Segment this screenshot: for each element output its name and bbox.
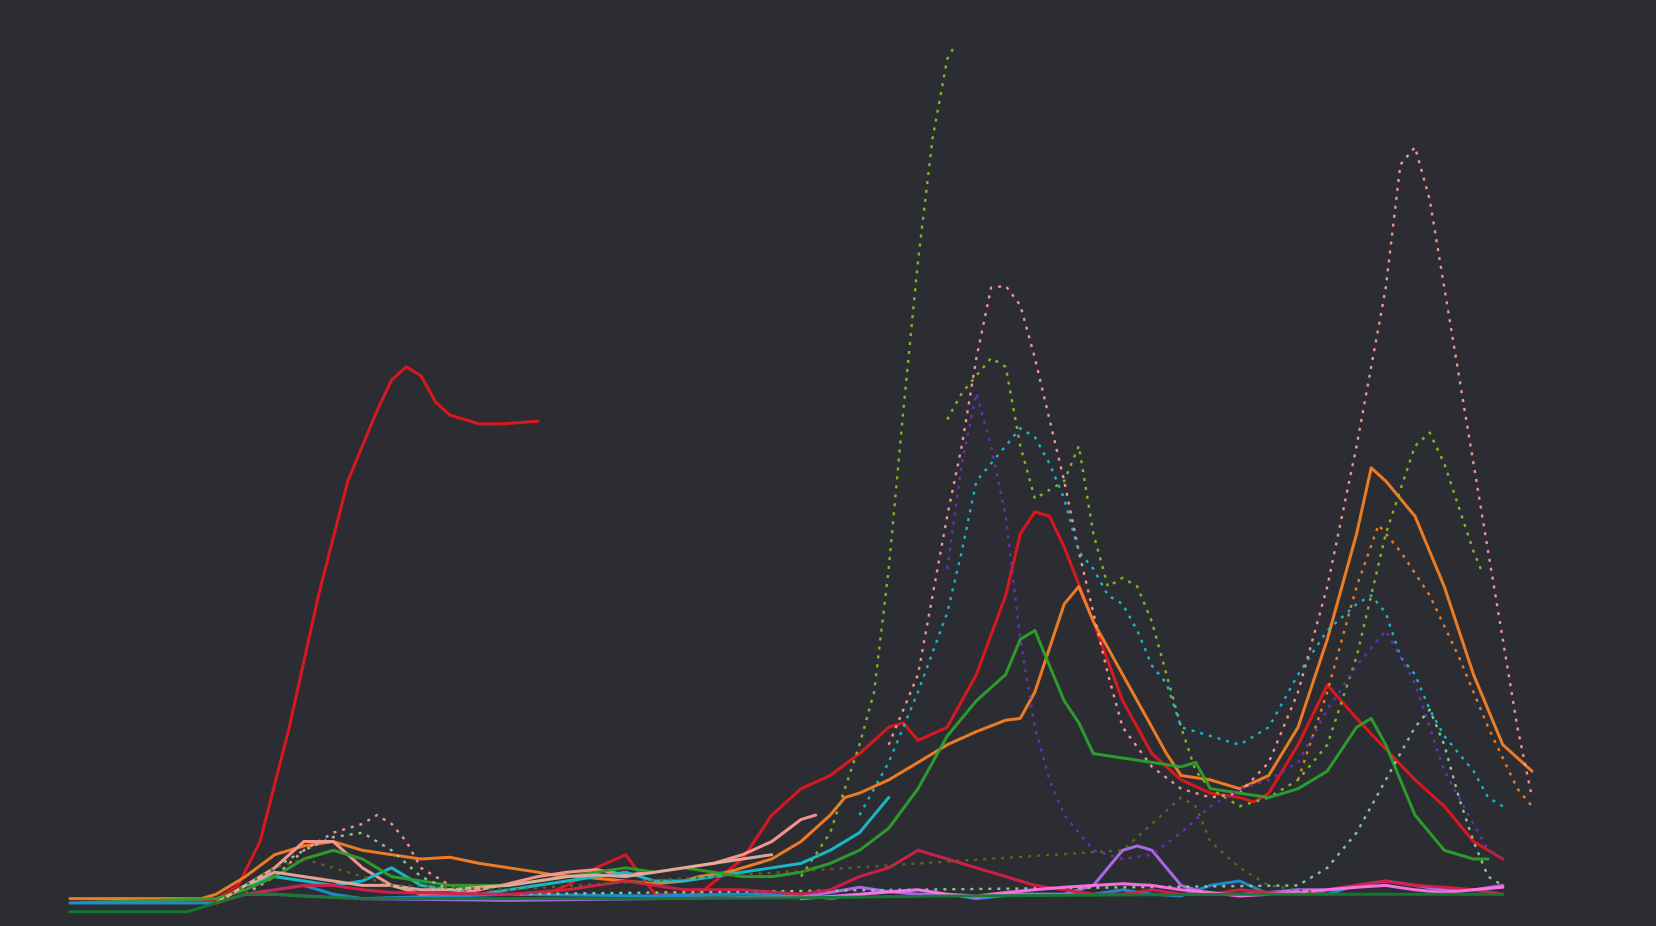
series-line-15 [214, 853, 774, 905]
series-line-0 [68, 365, 540, 905]
series-line-14 [946, 392, 1504, 861]
series-line-20 [215, 796, 1328, 905]
series-line-5 [887, 145, 1534, 799]
series-line-9 [858, 427, 1504, 816]
series-line-11 [68, 629, 1490, 905]
series-line-8 [946, 356, 1482, 808]
series-line-3 [1296, 523, 1533, 808]
series-line-19 [68, 892, 1505, 914]
series-line-6 [244, 813, 480, 896]
series-line-2 [68, 466, 1534, 901]
series-line-7 [800, 45, 956, 878]
series-line-16 [244, 708, 1504, 896]
series-line-1 [543, 510, 1505, 896]
